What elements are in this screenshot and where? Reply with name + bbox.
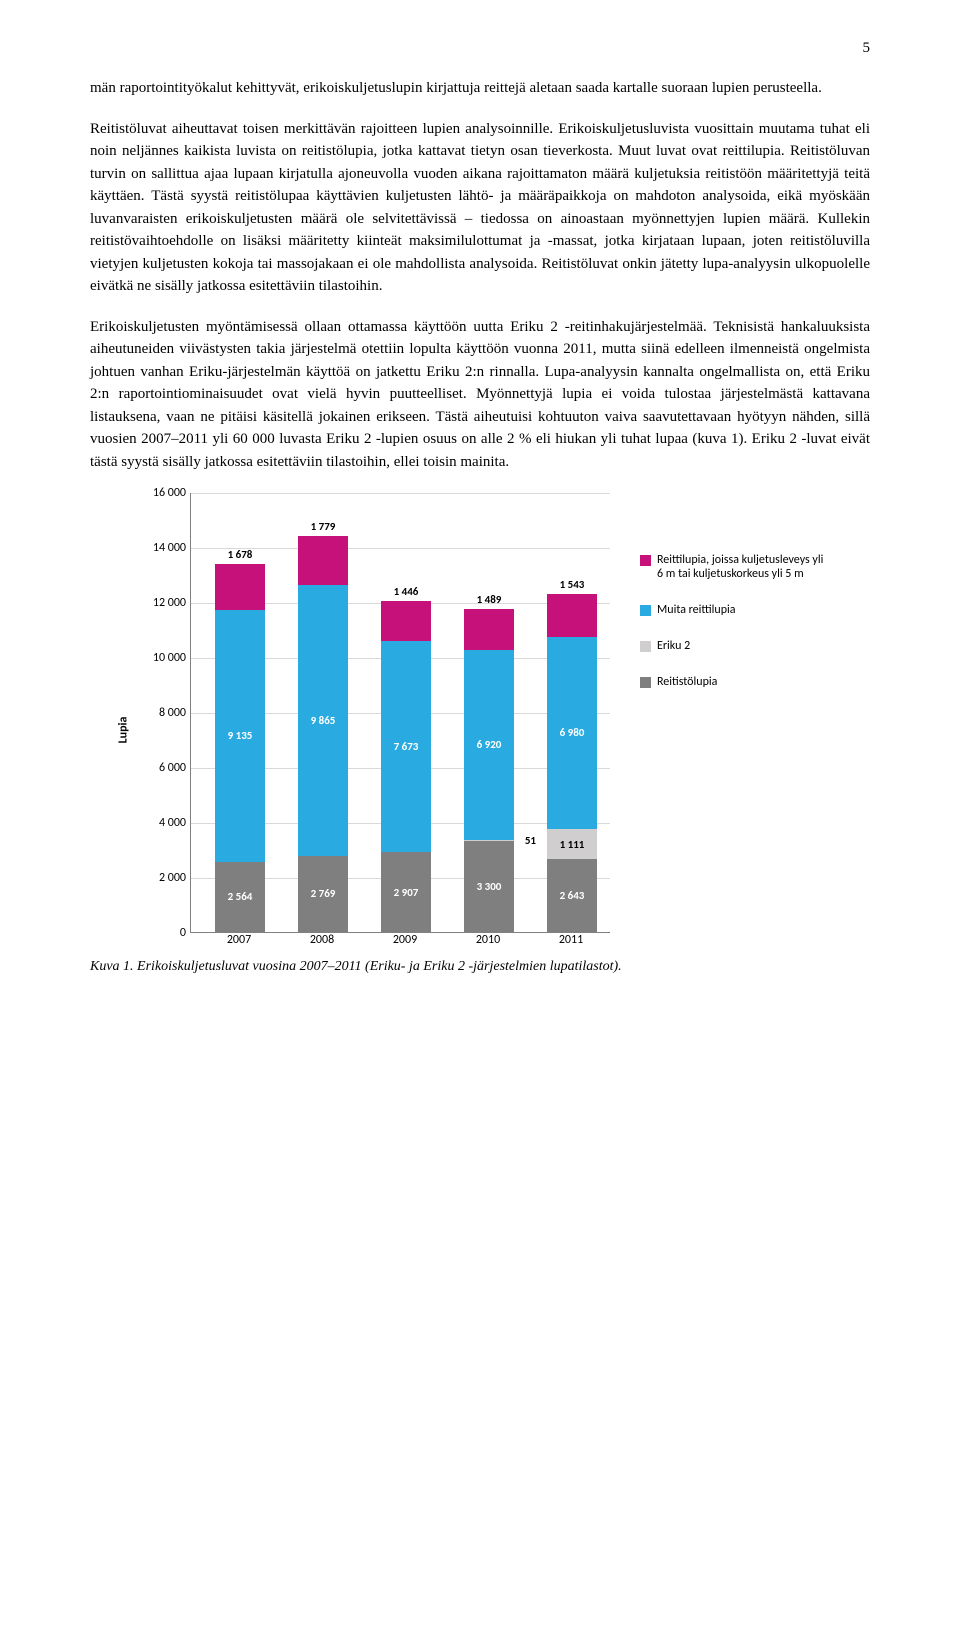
y-tick: 14 000 [153,541,186,555]
bar-segment: 3 300 [464,841,514,932]
bar-segment: 9 135 [215,610,265,861]
y-tick: 10 000 [153,651,186,665]
plot-area: 2 5649 1351 678 2 7699 8651 779 2 9077 673… [190,493,610,933]
x-axis: 2007 2008 2009 2010 2011 [190,933,610,953]
legend-swatch [640,677,651,688]
y-tick: 8 000 [159,706,186,720]
figure-caption: Kuva 1. Erikoiskuljetusluvat vuosina 200… [90,959,870,975]
x-label: 2008 [297,933,347,947]
bar-segment: 6 980 [547,637,597,829]
gridline [191,493,610,494]
legend-item: Reittilupia, joissa kuljetusleveys yli 6… [640,553,830,581]
bar-segment: 1 543 [547,594,597,636]
bar-column: 2 7699 8651 779 [298,536,348,932]
paragraph-2: Reitistöluvat aiheuttavat toisen merkitt… [90,118,870,298]
y-tick: 2 000 [159,871,186,885]
paragraph-1: män raportointityökalut kehittyvät, erik… [90,77,870,100]
bar-segment: 6 920 [464,650,514,840]
bar-column: 2 5649 1351 678 [215,564,265,932]
y-tick: 12 000 [153,596,186,610]
y-tick: 0 [180,926,186,940]
bar-segment: 1 111 [547,829,597,860]
y-tick: 4 000 [159,816,186,830]
page-number: 5 [90,40,870,57]
legend: Reittilupia, joissa kuljetusleveys yli 6… [640,553,830,711]
bar-segment: 1 489 [464,609,514,650]
x-label: 2009 [380,933,430,947]
legend-swatch [640,641,651,652]
permits-chart: Lupia 02 0004 0006 0008 00010 00012 0001… [140,493,820,953]
y-tick: 6 000 [159,761,186,775]
x-label: 2010 [463,933,513,947]
bar-segment: 2 907 [381,852,431,932]
legend-label: Eriku 2 [657,639,690,653]
bar-segment: 7 673 [381,641,431,852]
bar-segment: 2 564 [215,862,265,933]
bar-column: 3 300516 9201 489 [464,609,514,932]
legend-label: Reitistölupia [657,675,717,689]
bar-segment: 2 769 [298,856,348,932]
legend-item: Eriku 2 [640,639,830,653]
bar-segment: 1 678 [215,564,265,610]
bar-segment: 1 446 [381,601,431,641]
legend-label: Muita reittilupia [657,603,736,617]
bar-segment: 51 [464,840,514,841]
bar-column: 2 6431 1116 9801 543 [547,594,597,932]
y-axis: 02 0004 0006 0008 00010 00012 00014 0001… [140,493,190,933]
legend-swatch [640,555,651,566]
legend-swatch [640,605,651,616]
legend-label: Reittilupia, joissa kuljetusleveys yli 6… [657,553,830,581]
bar-column: 2 9077 6731 446 [381,601,431,932]
bar-segment: 1 779 [298,536,348,585]
legend-item: Reitistölupia [640,675,830,689]
y-axis-label: Lupia [116,717,130,744]
bar-segment: 9 865 [298,585,348,856]
x-label: 2011 [546,933,596,947]
paragraph-3: Erikoiskuljetusten myöntämisessä ollaan … [90,316,870,474]
bar-segment: 2 643 [547,859,597,932]
y-tick: 16 000 [153,486,186,500]
legend-item: Muita reittilupia [640,603,830,617]
x-label: 2007 [214,933,264,947]
